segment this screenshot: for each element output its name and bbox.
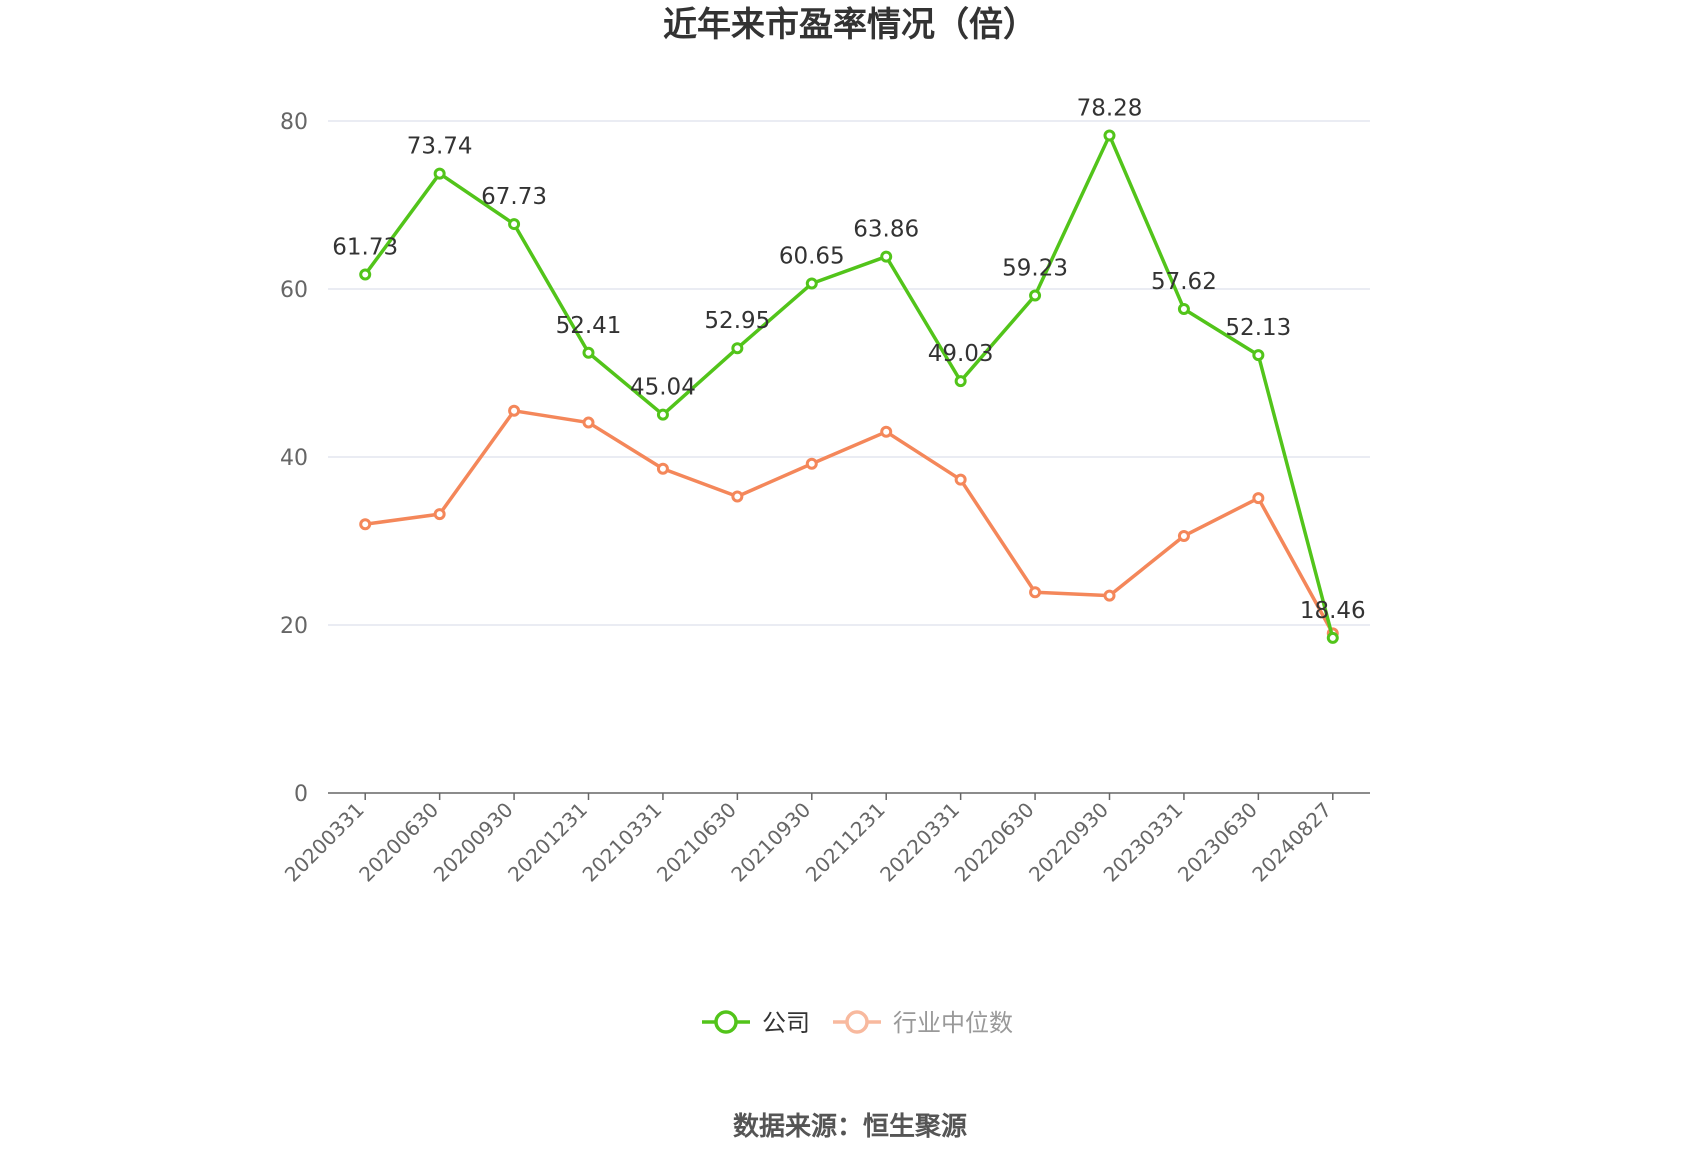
y-tick-label: 40 <box>280 446 308 471</box>
data-point <box>731 342 744 355</box>
data-point <box>1252 492 1265 505</box>
series-line-0 <box>363 133 1335 640</box>
data-point <box>954 473 967 486</box>
x-tick-label: 20201231 <box>503 798 592 887</box>
legend-circle-icon <box>845 1010 869 1034</box>
x-tick-label: 20240827 <box>1247 798 1336 887</box>
data-label: 67.73 <box>481 184 547 210</box>
x-tick-label: 20210630 <box>652 798 741 887</box>
data-label: 60.65 <box>779 244 845 270</box>
legend-item-0[interactable]: 公司 <box>702 1009 810 1037</box>
y-tick-label: 0 <box>294 782 308 807</box>
data-label: 63.86 <box>853 217 919 243</box>
data-point <box>805 277 818 290</box>
x-tick-label: 20210331 <box>578 798 667 887</box>
data-point <box>954 375 967 388</box>
data-label: 52.13 <box>1225 315 1291 341</box>
legend-circle-icon <box>714 1010 738 1034</box>
data-label: 45.04 <box>630 375 696 401</box>
data-labels: 61.73 73.74 67.73 52.41 45.04 52.95 60.65 63.86… <box>332 95 1365 623</box>
data-point <box>1177 529 1190 542</box>
y-axis-ticks: 0 20 40 60 80 <box>280 110 308 807</box>
data-point <box>1252 349 1265 362</box>
data-point <box>582 416 595 429</box>
data-point <box>805 457 818 470</box>
data-label: 59.23 <box>1002 255 1068 281</box>
data-point <box>433 167 446 180</box>
data-label: 61.73 <box>332 234 398 260</box>
data-point <box>433 508 446 521</box>
y-tick-label: 60 <box>280 278 308 303</box>
data-source: 数据来源：恒生聚源 <box>733 1112 967 1142</box>
x-tick-label: 20200331 <box>280 798 369 887</box>
data-label: 73.74 <box>407 134 473 160</box>
data-label: 52.95 <box>704 308 770 334</box>
y-tick-label: 20 <box>280 614 308 639</box>
legend[interactable]: 公司 行业中位数 <box>702 1009 1013 1037</box>
x-tick-label: 20220630 <box>950 798 1039 887</box>
x-tick-label: 20200930 <box>429 798 518 887</box>
data-label: 78.28 <box>1077 95 1143 121</box>
data-point <box>1177 302 1190 315</box>
legend-item-1[interactable]: 行业中位数 <box>833 1009 1013 1037</box>
data-point <box>359 268 372 281</box>
data-point <box>1029 586 1042 599</box>
x-tick-label: 20220331 <box>875 798 964 887</box>
data-point <box>731 490 744 503</box>
x-tick-label: 20211231 <box>801 798 890 887</box>
y-tick-label: 80 <box>280 110 308 135</box>
data-point <box>656 462 669 475</box>
series-layer <box>359 129 1339 644</box>
data-point <box>1326 631 1339 644</box>
x-tick-label: 20220930 <box>1024 798 1113 887</box>
data-point <box>1103 129 1116 142</box>
data-point <box>880 250 893 263</box>
x-tick-label: 20210930 <box>726 798 815 887</box>
x-axis: 2020033120200630202009302020123120210331… <box>280 792 1370 887</box>
data-label: 52.41 <box>556 313 622 339</box>
grid-lines <box>328 120 1370 626</box>
legend-label: 行业中位数 <box>893 1009 1013 1037</box>
data-label: 18.46 <box>1300 598 1366 624</box>
data-label: 49.03 <box>928 341 994 367</box>
data-point <box>1103 589 1116 602</box>
data-point <box>880 425 893 438</box>
x-tick-label: 20200630 <box>354 798 443 887</box>
data-point <box>582 346 595 359</box>
legend-label: 公司 <box>762 1009 810 1037</box>
series-line-1 <box>363 409 1335 636</box>
x-tick-label: 20230331 <box>1099 798 1188 887</box>
x-tick-label: 20230630 <box>1173 798 1262 887</box>
chart-title: 近年来市盈率情况（倍） <box>663 5 1037 45</box>
data-point <box>359 518 372 531</box>
data-point <box>1029 289 1042 302</box>
data-point <box>656 408 669 421</box>
data-point <box>508 404 521 417</box>
data-label: 57.62 <box>1151 269 1217 295</box>
data-point <box>508 218 521 231</box>
